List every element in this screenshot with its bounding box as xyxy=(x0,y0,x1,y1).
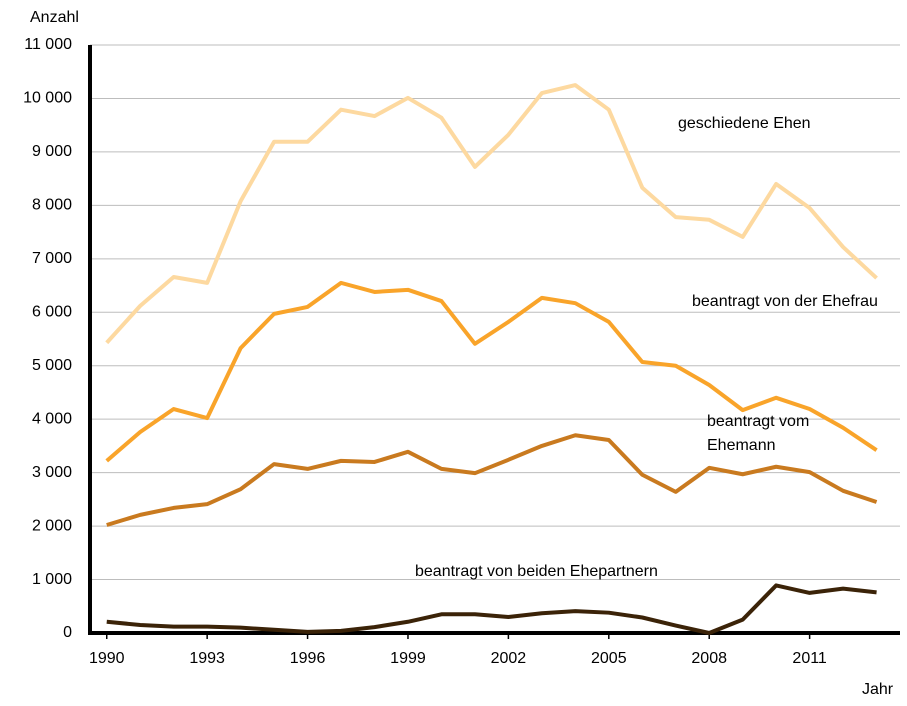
y-tick-label: 11 000 xyxy=(24,36,72,53)
series-line xyxy=(105,280,878,463)
y-tick-label: 2 000 xyxy=(32,517,72,534)
x-tick-label: 2008 xyxy=(691,650,727,667)
y-tick-label: 8 000 xyxy=(32,197,72,214)
y-tick-label: 6 000 xyxy=(32,303,72,320)
series-label: beantragt vom Ehemann xyxy=(707,413,810,454)
x-tick-label: 2005 xyxy=(591,650,627,667)
series-label: beantragt von der Ehefrau xyxy=(692,293,878,310)
y-tick-label: 7 000 xyxy=(32,250,72,267)
y-axis-label: Anzahl xyxy=(30,9,79,26)
y-tick-label: 1 000 xyxy=(32,571,72,588)
y-tick-label: 4 000 xyxy=(32,410,72,427)
y-tick-label: 3 000 xyxy=(32,464,72,481)
series-label: geschiedene Ehen xyxy=(678,115,811,132)
series-line xyxy=(105,83,878,345)
x-tick-label: 1993 xyxy=(189,650,225,667)
x-tick-label: 2002 xyxy=(491,650,527,667)
y-tick-label: 10 000 xyxy=(23,90,72,107)
x-axis-label: Jahr xyxy=(862,681,894,698)
y-tick-label: 5 000 xyxy=(32,357,72,374)
y-tick-label: 9 000 xyxy=(32,143,72,160)
x-tick-label: 2011 xyxy=(792,650,827,667)
series-line xyxy=(106,433,878,527)
x-tick-label: 1990 xyxy=(89,650,125,667)
x-tick-label: 1996 xyxy=(290,650,326,667)
series-label: beantragt von beiden Ehepartnern xyxy=(415,563,658,580)
y-tick-label: 0 xyxy=(63,624,72,641)
series-line xyxy=(106,583,877,635)
x-tick-label: 1999 xyxy=(390,650,426,667)
